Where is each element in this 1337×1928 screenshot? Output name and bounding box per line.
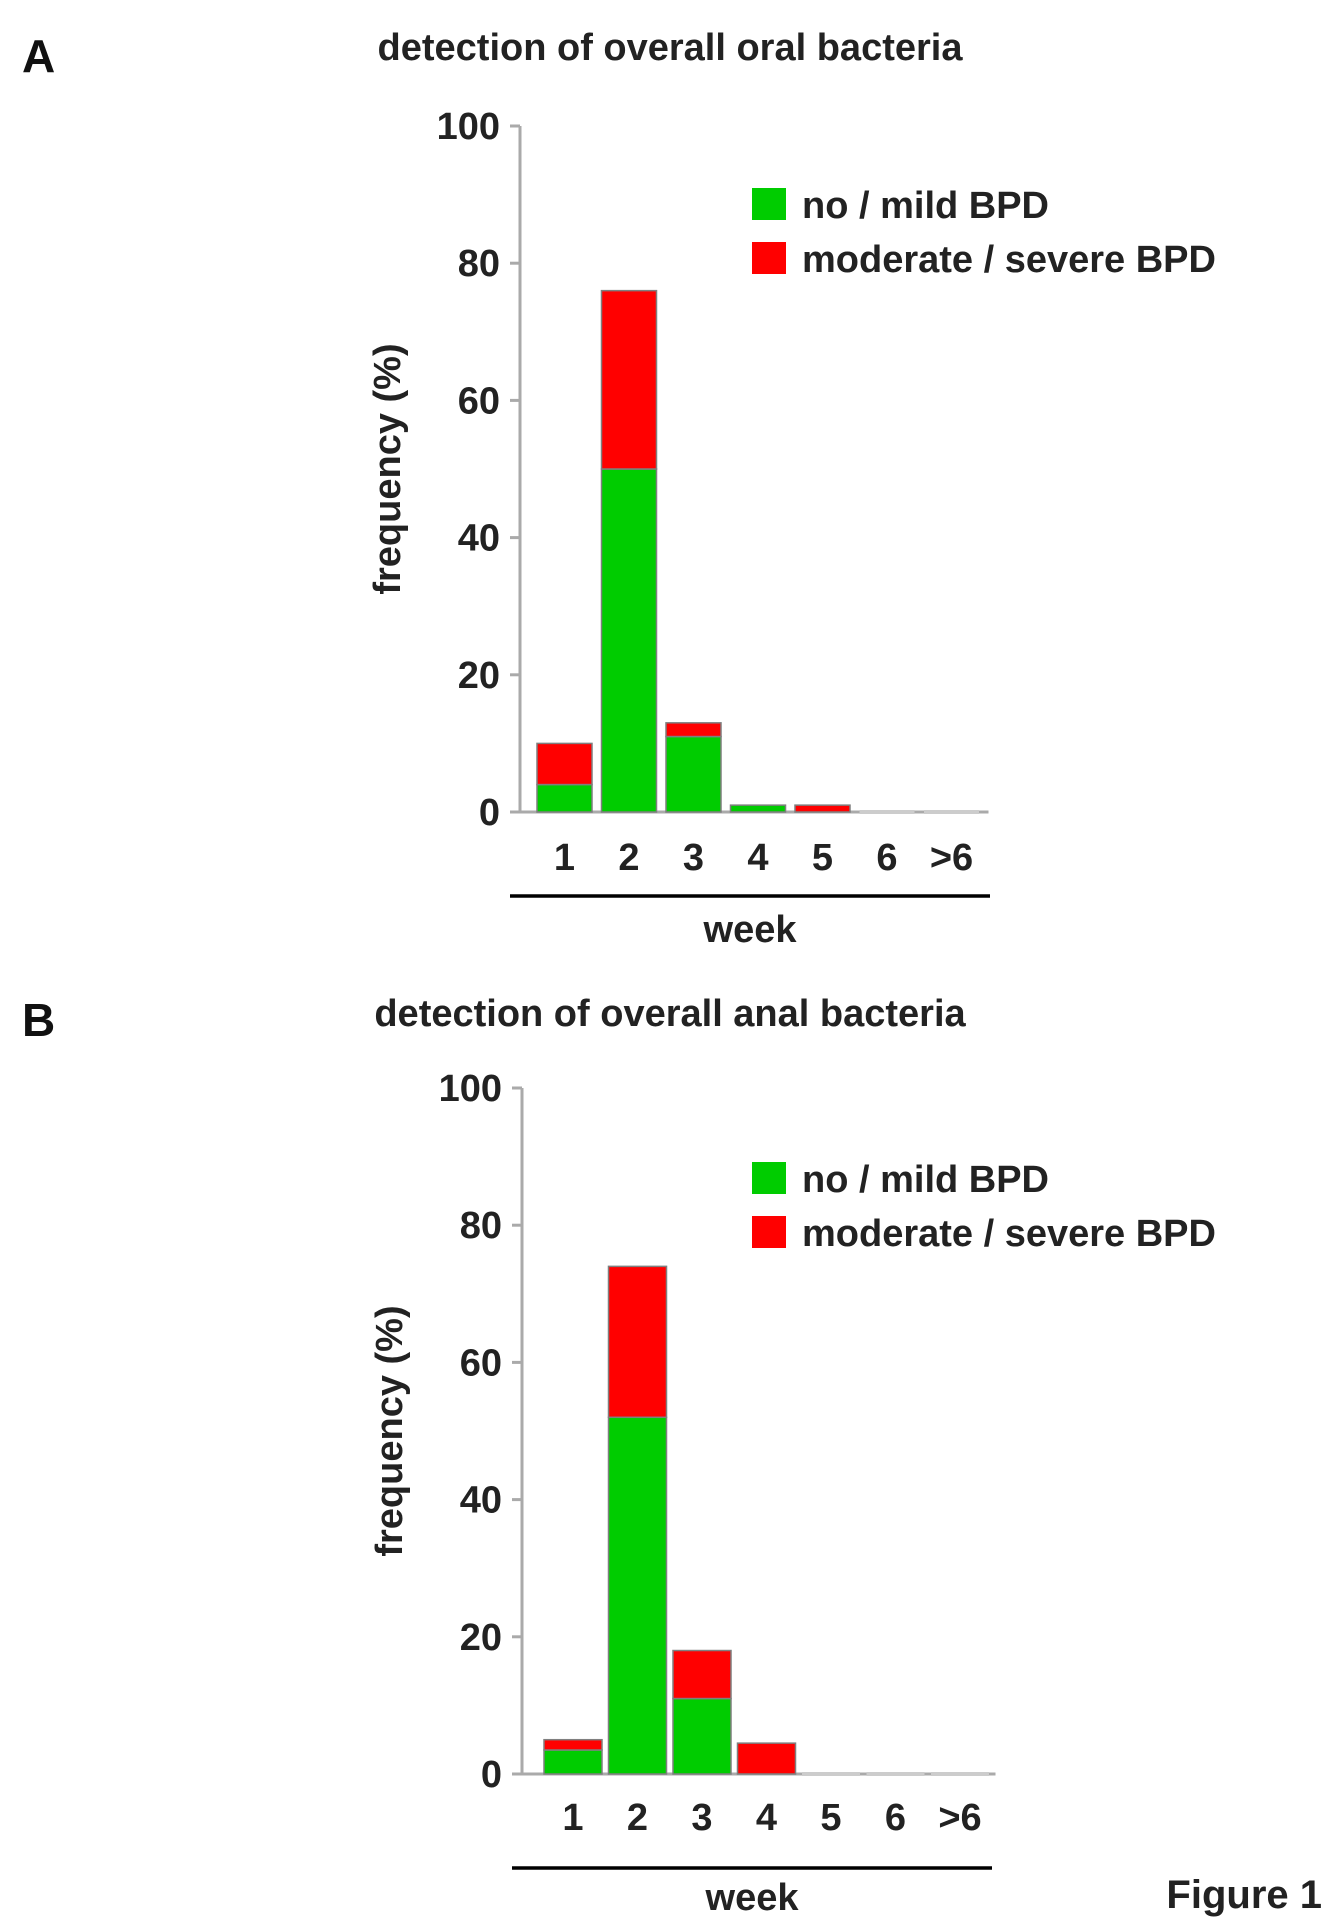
chart-title: detection of overall oral bacteria — [378, 27, 964, 69]
bar-week-4-moderate-severe-bpd — [736, 1742, 797, 1775]
legend-swatch-moderate-severe-bpd — [752, 242, 786, 274]
figure-label: Figure 1 — [1166, 1873, 1322, 1917]
y-tick-label: 100 — [437, 106, 500, 148]
legend-label-moderate-severe-bpd: moderate / severe BPD — [802, 1213, 1216, 1255]
x-axis-label: week — [703, 909, 798, 951]
y-tick-label: 60 — [458, 380, 500, 422]
x-tick-label: 6 — [885, 1797, 906, 1839]
x-tick-label: 3 — [683, 837, 704, 879]
y-tick-label: 40 — [460, 1480, 502, 1522]
bar-week-2-moderate-severe-bpd — [607, 1265, 668, 1419]
bar-week-1-no-mild-bpd — [543, 1749, 603, 1775]
panel-label: B — [22, 994, 55, 1046]
legend-label-no-mild-bpd: no / mild BPD — [802, 1159, 1049, 1201]
x-tick-label: 2 — [618, 837, 639, 879]
y-tick-label: 80 — [458, 243, 500, 285]
chart-title: detection of overall anal bacteria — [374, 993, 966, 1035]
y-tick-label: 20 — [458, 655, 500, 697]
panel-label: A — [22, 30, 55, 82]
bar-week-3-moderate-severe-bpd — [672, 1649, 732, 1700]
bar-week-3-no-mild-bpd — [672, 1697, 732, 1775]
y-tick-label: 80 — [460, 1205, 502, 1247]
bar-week-1-moderate-severe-bpd — [543, 1738, 603, 1751]
legend-swatch-no-mild-bpd — [752, 188, 786, 220]
y-axis-label: frequency (%) — [367, 343, 409, 594]
x-tick-label: 4 — [747, 837, 768, 879]
bar-week-2-no-mild-bpd — [600, 468, 658, 813]
x-tick-label: 4 — [756, 1797, 777, 1839]
bar-week-2-no-mild-bpd — [607, 1416, 668, 1775]
bar-week-1-no-mild-bpd — [536, 783, 593, 813]
x-tick-label: 5 — [812, 837, 833, 879]
x-tick-label: 1 — [554, 837, 575, 879]
bar-week-3-moderate-severe-bpd — [665, 722, 722, 738]
x-axis-label: week — [705, 1877, 800, 1919]
bar-week-3-no-mild-bpd — [665, 735, 722, 813]
legend-swatch-no-mild-bpd — [752, 1162, 786, 1194]
bar-week-1-moderate-severe-bpd — [536, 742, 593, 786]
x-tick-label: 1 — [562, 1797, 583, 1839]
x-tick-label: >6 — [930, 837, 973, 879]
bar-week-2-moderate-severe-bpd — [600, 289, 658, 470]
y-tick-label: 0 — [479, 792, 500, 834]
x-tick-label: 2 — [627, 1797, 648, 1839]
legend-label-moderate-severe-bpd: moderate / severe BPD — [802, 239, 1216, 281]
legend-swatch-moderate-severe-bpd — [752, 1216, 786, 1248]
bar-week-5-moderate-severe-bpd — [794, 804, 851, 813]
x-tick-label: 5 — [820, 1797, 841, 1839]
x-tick-label: 3 — [691, 1797, 712, 1839]
y-tick-label: 20 — [460, 1617, 502, 1659]
bar-week-4-no-mild-bpd — [729, 804, 787, 813]
x-tick-label: >6 — [938, 1797, 981, 1839]
y-tick-label: 40 — [458, 518, 500, 560]
y-tick-label: 60 — [460, 1342, 502, 1384]
y-tick-label: 0 — [481, 1754, 502, 1796]
legend-label-no-mild-bpd: no / mild BPD — [802, 185, 1049, 227]
x-tick-label: 6 — [876, 837, 897, 879]
y-axis-label: frequency (%) — [369, 1305, 411, 1556]
y-tick-label: 100 — [439, 1068, 502, 1110]
